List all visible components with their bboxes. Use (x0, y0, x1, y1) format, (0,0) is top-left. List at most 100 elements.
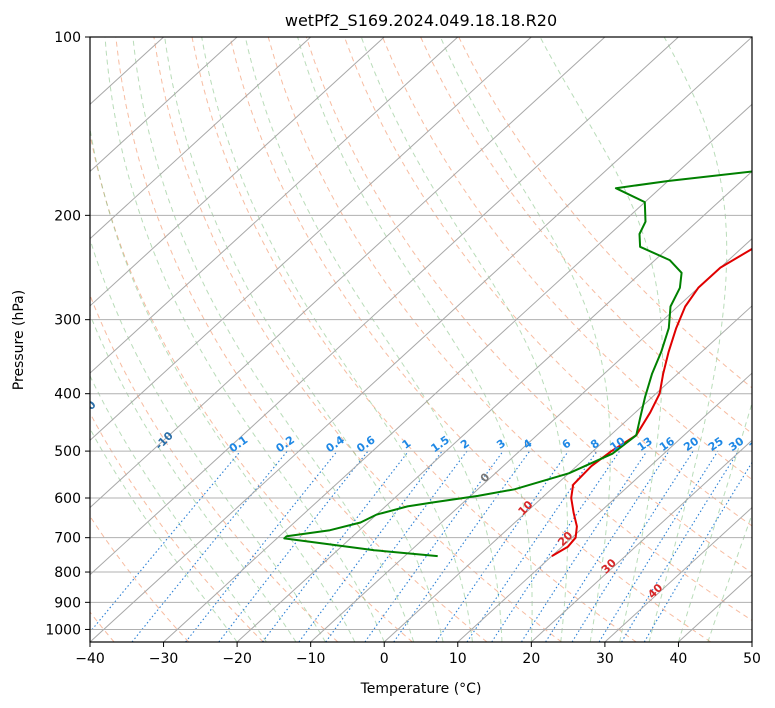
dewpoint-profile-line (283, 170, 752, 558)
mixing-ratio-line (491, 450, 621, 642)
dry-adiabat (115, 37, 488, 642)
mixing-ratio-line (364, 450, 504, 642)
dry-adiabat (267, 37, 752, 622)
mixing-ratio-label: 6 (560, 437, 574, 452)
y-tick-label: 500 (54, 444, 81, 460)
isotherm-gridline (90, 37, 679, 576)
mixing-ratio-label: 1.5 (428, 433, 451, 455)
isotherm-gridline (90, 37, 606, 509)
moist-adiabat (90, 427, 238, 642)
y-tick-label: 200 (54, 208, 81, 224)
dry-adiabat (191, 37, 637, 642)
dry-adiabat (90, 412, 264, 642)
y-tick-label: 800 (54, 565, 81, 581)
reference-line-labels: 0.10.20.40.611.52346810131620253036-100-… (75, 398, 767, 601)
x-tick-label: 40 (670, 651, 688, 667)
mixing-ratio-line (131, 450, 288, 642)
mixing-ratio-label: 8 (588, 437, 602, 452)
moist-adiabat (90, 374, 267, 642)
chart-title: wetPf2_S169.2024.049.18.18.R20 (285, 11, 557, 31)
y-tick-label: 100 (54, 30, 81, 46)
y-tick-label: 400 (54, 387, 81, 403)
moist-adiabat (360, 37, 569, 642)
mixing-ratio-line (621, 450, 739, 642)
dry-adiabat (305, 37, 752, 574)
grid-lines (90, 37, 752, 642)
mixing-ratio-label: 2 (458, 437, 472, 452)
moist-adiabat-label: 30 (599, 556, 619, 576)
mixing-ratio-line (598, 450, 719, 642)
moist-adiabat (648, 37, 728, 642)
temperature-profile-line (551, 247, 752, 557)
x-tick-label: 30 (596, 651, 614, 667)
moist-adiabat (90, 125, 356, 642)
x-tick-label: 50 (743, 651, 761, 667)
isotherm-gridline (90, 37, 532, 441)
mixing-ratio-label: 0.6 (354, 433, 378, 455)
moist-adiabat (707, 513, 752, 642)
mixing-ratio-line (185, 450, 338, 642)
mixing-ratio-label: 0.4 (323, 433, 347, 455)
moist-adiabat (244, 37, 503, 642)
mixing-ratio-line (466, 450, 598, 642)
x-tick-label: −30 (149, 651, 179, 667)
y-tick-label: 1000 (45, 622, 81, 638)
isotherm-gridline (457, 372, 752, 642)
dry-adiabat (153, 37, 562, 642)
dry-adiabat (90, 293, 339, 642)
isotherm-gridline (90, 37, 459, 374)
dry-adiabat-label: -20 (75, 398, 98, 421)
isotherm-gridline (90, 37, 752, 642)
mixing-ratio-line (262, 450, 409, 642)
isotherm-gridline (90, 37, 385, 307)
isotherm-gridline (751, 641, 752, 642)
x-axis-label: Temperature (°C) (360, 681, 482, 697)
dry-adiabat (458, 37, 752, 389)
y-tick-label: 900 (54, 595, 81, 611)
mixing-ratio-line (325, 450, 468, 642)
y-axis-ticks: 100 200 300 400 500 600 700 800 900 1000 (45, 30, 90, 638)
dry-adiabat (90, 515, 190, 642)
moist-adiabat-label: 10 (516, 498, 536, 518)
isotherm-gridline (530, 439, 752, 642)
mixing-ratio-line (571, 450, 694, 642)
isotherm-gridline (604, 506, 752, 642)
x-tick-label: −40 (75, 651, 105, 667)
isotherm-gridline (90, 37, 238, 173)
dry-adiabat (90, 131, 413, 642)
mixing-ratio-line (435, 450, 569, 642)
moist-adiabat (440, 37, 611, 642)
x-tick-label: 10 (449, 651, 467, 667)
moist-adiabat (90, 313, 297, 642)
moist-adiabat-label: 20 (555, 529, 575, 549)
mixing-ratio-line (90, 450, 241, 633)
x-tick-label: 0 (380, 651, 389, 667)
isotherm-gridline (310, 238, 752, 642)
mixing-ratio-line (643, 461, 752, 642)
x-tick-label: −10 (296, 651, 326, 667)
mixing-ratio-label: 3 (494, 437, 508, 452)
y-axis-label: Pressure (hPa) (11, 290, 27, 390)
x-tick-label: 20 (522, 651, 540, 667)
x-tick-label: −20 (222, 651, 252, 667)
y-tick-label: 600 (54, 491, 81, 507)
isotherm-gridline (383, 305, 752, 642)
mixing-ratio-label: 0.1 (227, 433, 250, 455)
moist-adiabat (164, 37, 444, 642)
y-tick-label: 700 (54, 531, 81, 547)
moist-adiabat (104, 37, 385, 642)
isotherm-gridline (163, 103, 752, 642)
mixing-ratio-line (521, 450, 648, 642)
moist-adiabat (201, 37, 473, 642)
isotherm-gridline (90, 37, 312, 240)
mixing-ratio-line (298, 450, 443, 642)
moist-adiabat (90, 237, 326, 642)
moist-adiabat (297, 37, 533, 642)
plot-frame (89, 36, 753, 643)
x-axis-ticks: −40 −30 −20 −10 0 10 20 30 40 50 (75, 642, 761, 667)
mixing-ratio-label: 36 (747, 434, 767, 454)
isotherm-gridline (236, 170, 752, 642)
moist-adiabat (677, 401, 752, 642)
y-tick-label: 300 (54, 313, 81, 329)
